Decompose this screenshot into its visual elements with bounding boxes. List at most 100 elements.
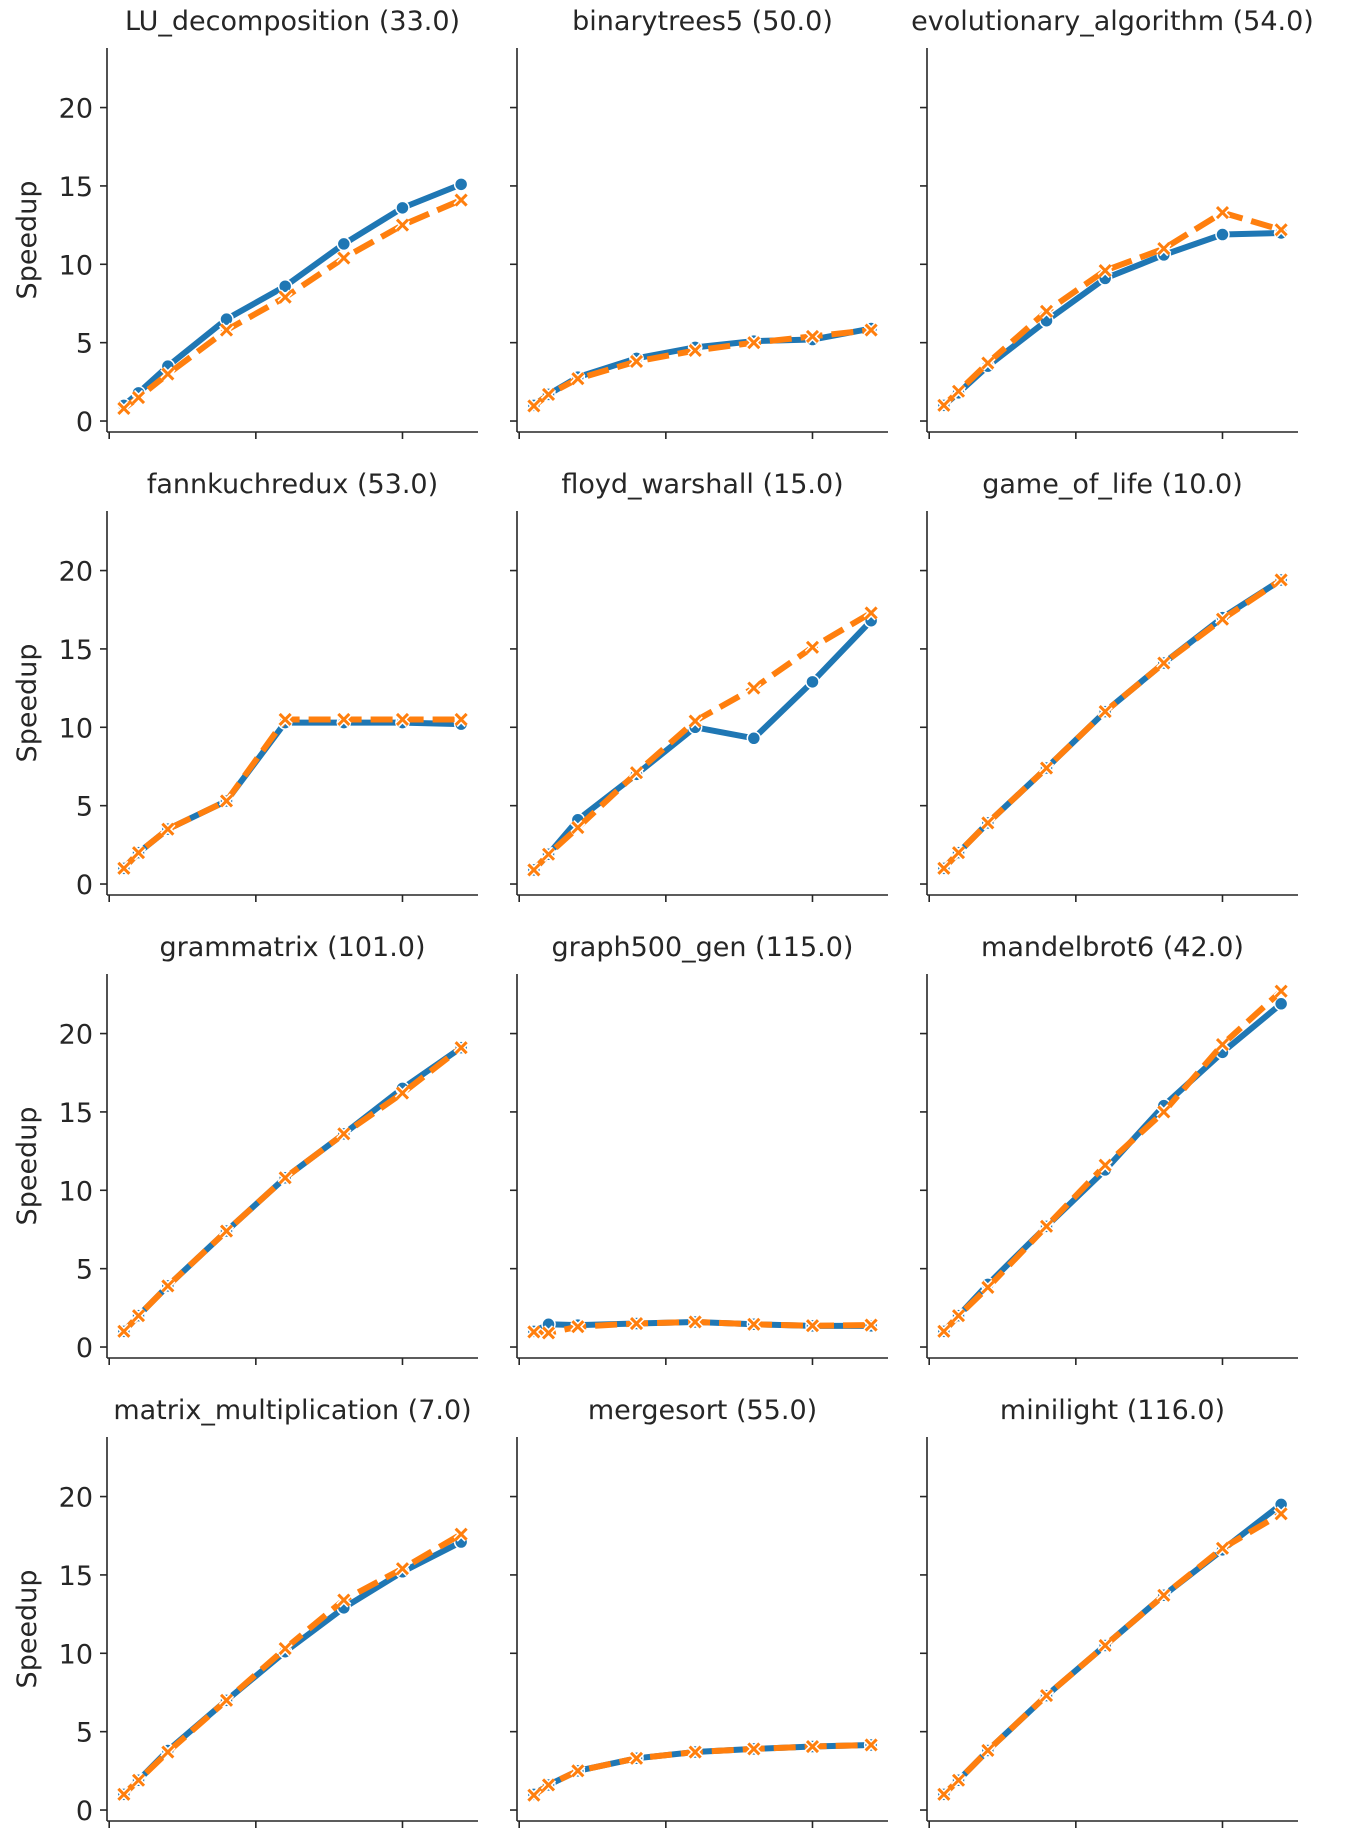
x-marker <box>981 1280 995 1295</box>
y-tick-label: 5 <box>76 1255 93 1286</box>
panel-title: minilight (116.0) <box>1000 1395 1225 1426</box>
data-point-x <box>394 1085 411 1101</box>
x-marker <box>131 1309 146 1323</box>
x-marker <box>951 384 966 398</box>
data-point-x <box>804 1738 821 1755</box>
x-marker <box>937 861 951 875</box>
data-point-x <box>130 1772 147 1788</box>
data-point-x <box>1156 240 1172 257</box>
data-point-x <box>394 1561 411 1577</box>
data-point-x <box>453 1040 469 1056</box>
data-point-x <box>453 1526 469 1542</box>
data-point-x <box>336 1592 352 1608</box>
x-marker <box>395 1562 410 1576</box>
panel-title: binarytrees5 (50.0) <box>572 6 833 37</box>
x-marker <box>747 1317 761 1331</box>
data-point-x <box>116 1323 132 1339</box>
data-point-x <box>540 846 557 862</box>
x-marker <box>395 1086 410 1100</box>
x-marker <box>278 290 292 304</box>
data-point-x <box>936 1786 952 1802</box>
y-tick-label: 15 <box>59 172 93 203</box>
data-point-x <box>336 1126 352 1142</box>
y-tick-label: 15 <box>59 1561 93 1592</box>
x-marker <box>629 766 644 780</box>
x-marker <box>541 847 556 861</box>
y-tick-label: 15 <box>59 1098 93 1129</box>
x-marker <box>131 1773 146 1787</box>
data-point-x <box>1097 1637 1113 1654</box>
y-axis-label: Speedup <box>12 644 43 763</box>
x-marker <box>1215 206 1230 220</box>
data-point-x <box>218 793 235 809</box>
panel-floyd_warshall: floyd_warshall (15.0) <box>510 469 888 902</box>
data-point-circle <box>1273 996 1289 1012</box>
x-marker <box>337 712 351 727</box>
series-line-orange <box>532 327 872 409</box>
y-tick-label: 0 <box>76 407 93 438</box>
panel-fannkuchredux: fannkuchredux (53.0) 0 5 10 15 20 Speedup <box>12 469 478 902</box>
x-marker <box>571 1320 585 1334</box>
x-marker <box>219 323 234 337</box>
data-point-x <box>804 1318 821 1334</box>
data-point-x <box>950 1308 967 1324</box>
x-marker <box>951 1309 966 1323</box>
data-point-x <box>746 680 762 696</box>
data-point-x <box>1156 655 1172 671</box>
x-marker <box>951 846 966 860</box>
x-marker <box>747 1742 761 1756</box>
data-point-x <box>1273 222 1289 238</box>
x-marker <box>117 861 131 875</box>
x-marker <box>629 354 644 369</box>
data-point-x <box>130 845 147 861</box>
x-marker <box>527 863 541 877</box>
data-point-circle <box>746 731 762 746</box>
series-line-orange <box>121 1045 463 1334</box>
x-marker <box>278 712 292 727</box>
data-point-x <box>687 342 703 359</box>
data-point-x <box>950 383 967 399</box>
data-point-x <box>980 1279 996 1296</box>
x-marker <box>629 1751 644 1765</box>
x-marker <box>571 821 585 835</box>
x-marker <box>337 1127 351 1141</box>
x-marker <box>981 356 995 370</box>
data-point-x <box>863 1317 879 1333</box>
series-line-orange <box>941 1511 1283 1797</box>
panel-mergesort: mergesort (55.0) <box>510 1395 888 1828</box>
x-marker <box>747 681 761 695</box>
data-point-circle <box>453 177 469 192</box>
panel-title: graph500_gen (115.0) <box>552 932 854 963</box>
series-line-blue <box>121 1539 463 1797</box>
data-point-x <box>570 371 586 387</box>
data-point-x <box>1038 1218 1055 1234</box>
series-line-blue <box>121 719 462 871</box>
panel-minilight: minilight (116.0) <box>920 1395 1298 1828</box>
data-point-x <box>394 217 411 233</box>
x-marker <box>454 712 468 727</box>
data-point-x <box>526 398 542 414</box>
data-point-x <box>1214 204 1231 221</box>
y-tick-label: 20 <box>59 1483 93 1514</box>
panel-title: evolutionary_algorithm (54.0) <box>911 6 1314 37</box>
x-marker <box>117 401 131 416</box>
data-point-x <box>980 1742 996 1759</box>
x-marker <box>951 1773 966 1787</box>
data-point-x <box>1038 1687 1055 1704</box>
data-point-x <box>160 366 176 382</box>
y-tick-label: 0 <box>76 870 93 901</box>
y-tick-label: 10 <box>59 713 93 744</box>
x-marker <box>161 1279 175 1293</box>
x-marker <box>688 1315 702 1329</box>
x-marker <box>1098 1638 1112 1653</box>
y-axis-label: Speedup <box>12 1107 43 1226</box>
x-marker <box>864 606 878 620</box>
x-marker <box>981 1743 995 1758</box>
y-axis-label: Speedup <box>12 1570 43 1689</box>
x-marker <box>395 218 410 232</box>
data-point-x <box>950 1772 967 1788</box>
panel-title: game_of_life (10.0) <box>982 469 1243 500</box>
panel-title: LU_decomposition (33.0) <box>125 6 460 37</box>
panel-matrix_multiplication: matrix_multiplication (7.0) 0 5 10 15 20 Speed… <box>12 1395 478 1828</box>
